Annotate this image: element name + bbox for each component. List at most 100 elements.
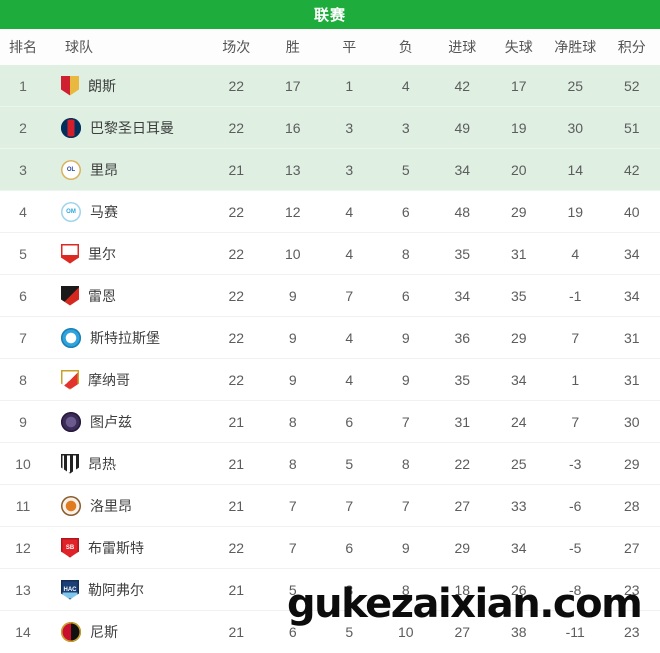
table-row[interactable]: 5 里尔 22 10 4 8 35 31 4 34 bbox=[0, 233, 660, 275]
stat-value: 21 bbox=[228, 455, 245, 472]
stat-value: 21 bbox=[228, 624, 245, 640]
toulouse-logo bbox=[61, 411, 81, 432]
table-body: 1 朗斯 22 17 1 4 42 17 25 52 2 巴黎圣日耳曼 22 16 3 3 49 19 30 51 3 O… bbox=[0, 65, 660, 653]
stat-value: 35 bbox=[454, 245, 471, 262]
table-row[interactable]: 10 昂热 21 8 5 8 22 25 -3 29 bbox=[0, 443, 660, 485]
stat-value: 22 bbox=[228, 245, 245, 262]
stat-value: 22 bbox=[228, 371, 245, 388]
stat-value: 40 bbox=[623, 203, 640, 220]
table-row[interactable]: 3 OL 里昂 21 13 3 5 34 20 14 42 bbox=[0, 149, 660, 191]
stat-value: 17 bbox=[510, 77, 527, 94]
team-cell: 雷恩 bbox=[46, 285, 208, 306]
stat-value: 22 bbox=[454, 455, 471, 472]
brest-logo: SB bbox=[61, 537, 79, 558]
stat-value: 10 bbox=[397, 624, 414, 640]
team-monogram: OL bbox=[66, 166, 76, 173]
stat-value: 8 bbox=[401, 581, 410, 598]
table-row[interactable]: 14 尼斯 21 6 5 10 27 38 -11 23 bbox=[0, 611, 660, 653]
rank-number: 6 bbox=[19, 287, 27, 304]
stat-value: 4 bbox=[401, 77, 410, 94]
monaco-logo bbox=[61, 369, 79, 390]
team-cell: 昂热 bbox=[46, 453, 208, 474]
stat-value: 22 bbox=[228, 203, 245, 220]
table-row[interactable]: 2 巴黎圣日耳曼 22 16 3 3 49 19 30 51 bbox=[0, 107, 660, 149]
nice-logo bbox=[61, 622, 81, 642]
stat-value: 22 bbox=[228, 329, 245, 346]
stat-value: 26 bbox=[510, 581, 527, 598]
stat-value: 7 bbox=[345, 497, 354, 514]
league-tab-label: 联赛 bbox=[313, 7, 346, 24]
table-row[interactable]: 11 洛里昂 21 7 7 7 27 33 -6 28 bbox=[0, 485, 660, 527]
stat-value: 3 bbox=[345, 161, 354, 178]
team-cell: 里尔 bbox=[46, 243, 208, 264]
column-header-wins: 胜 bbox=[285, 39, 300, 55]
column-header-goals-against: 失球 bbox=[504, 39, 533, 55]
stat-value: 51 bbox=[623, 119, 640, 136]
stat-value: 29 bbox=[454, 539, 471, 556]
psg-logo bbox=[61, 117, 81, 138]
stat-value: 13 bbox=[284, 161, 301, 178]
team-name: 尼斯 bbox=[90, 624, 118, 640]
stat-value: 34 bbox=[623, 245, 640, 262]
table-row[interactable]: 1 朗斯 22 17 1 4 42 17 25 52 bbox=[0, 65, 660, 107]
column-header-rank: 排名 bbox=[9, 39, 37, 55]
stat-value: 22 bbox=[228, 119, 245, 136]
stat-value: 6 bbox=[401, 287, 410, 304]
stat-value: 48 bbox=[454, 203, 471, 220]
stat-value: 7 bbox=[401, 413, 410, 430]
team-cell: HAC 勒阿弗尔 bbox=[46, 579, 208, 600]
stat-value: 8 bbox=[401, 455, 410, 472]
stat-value: 24 bbox=[510, 413, 527, 430]
stat-value: 34 bbox=[623, 287, 640, 304]
stat-value: 9 bbox=[288, 329, 297, 346]
stat-value: 30 bbox=[567, 119, 584, 136]
table-row[interactable]: 4 OM 马赛 22 12 4 6 48 29 19 40 bbox=[0, 191, 660, 233]
stat-value: 8 bbox=[345, 581, 354, 598]
stat-value: 36 bbox=[454, 329, 471, 346]
team-cell: 尼斯 bbox=[46, 622, 208, 642]
table-row[interactable]: 13 HAC 勒阿弗尔 21 5 8 8 18 26 -8 23 bbox=[0, 569, 660, 611]
team-cell: OM 马赛 bbox=[46, 201, 208, 222]
strasbourg-logo bbox=[61, 327, 81, 348]
team-name: 洛里昂 bbox=[90, 497, 132, 514]
table-row[interactable]: 12 SB 布雷斯特 22 7 6 9 29 34 -5 27 bbox=[0, 527, 660, 569]
rank-number: 1 bbox=[19, 77, 27, 94]
stat-value: 33 bbox=[510, 497, 527, 514]
stat-value: 30 bbox=[623, 413, 640, 430]
stat-value: 27 bbox=[454, 497, 471, 514]
stat-value: 4 bbox=[571, 245, 580, 262]
stat-value: 9 bbox=[401, 329, 410, 346]
stat-value: 3 bbox=[401, 119, 410, 136]
stat-value: -8 bbox=[569, 581, 582, 598]
team-cell: SB 布雷斯特 bbox=[46, 537, 208, 558]
rank-number: 13 bbox=[15, 581, 31, 598]
team-name: 图卢兹 bbox=[90, 413, 132, 430]
team-cell: OL 里昂 bbox=[46, 159, 208, 180]
team-name: 巴黎圣日耳曼 bbox=[90, 119, 174, 136]
stat-value: 7 bbox=[288, 497, 297, 514]
rank-number: 8 bbox=[19, 371, 27, 388]
stat-value: 4 bbox=[345, 371, 354, 388]
stat-value: 28 bbox=[623, 497, 640, 514]
angers-logo bbox=[61, 453, 79, 474]
stat-value: 21 bbox=[228, 581, 245, 598]
table-row[interactable]: 8 摩纳哥 22 9 4 9 35 34 1 31 bbox=[0, 359, 660, 401]
stat-value: -11 bbox=[565, 624, 585, 640]
rennes-logo bbox=[61, 285, 79, 306]
rank-number: 5 bbox=[19, 245, 27, 262]
table-row[interactable]: 6 雷恩 22 9 7 6 34 35 -1 34 bbox=[0, 275, 660, 317]
stat-value: 27 bbox=[454, 624, 471, 640]
stat-value: 23 bbox=[623, 581, 640, 598]
stat-value: 21 bbox=[228, 413, 245, 430]
stat-value: 25 bbox=[567, 77, 584, 94]
stat-value: 29 bbox=[623, 455, 640, 472]
stat-value: 17 bbox=[284, 77, 301, 94]
table-row[interactable]: 7 斯特拉斯堡 22 9 4 9 36 29 7 31 bbox=[0, 317, 660, 359]
marseille-logo: OM bbox=[61, 201, 81, 222]
stat-value: 12 bbox=[284, 203, 301, 220]
table-row[interactable]: 9 图卢兹 21 8 6 7 31 24 7 30 bbox=[0, 401, 660, 443]
stat-value: 14 bbox=[567, 161, 584, 178]
league-tab[interactable]: 联赛 bbox=[0, 0, 660, 29]
team-name: 摩纳哥 bbox=[88, 371, 130, 388]
stat-value: 10 bbox=[284, 245, 301, 262]
